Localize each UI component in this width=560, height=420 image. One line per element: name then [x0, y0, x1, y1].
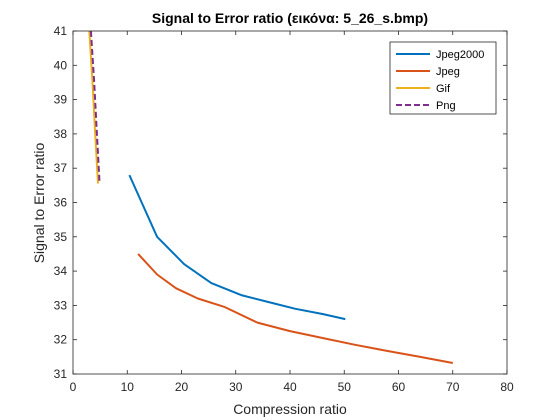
x-tick-label: 80 [500, 380, 514, 394]
legend-label-gif: Gif [436, 83, 451, 95]
y-tick-label: 41 [54, 24, 68, 38]
x-tick-label: 0 [70, 380, 77, 394]
y-tick-label: 32 [54, 333, 68, 347]
x-tick-label: 30 [229, 380, 243, 394]
x-tick-label: 20 [175, 380, 189, 394]
series-layer [88, 30, 453, 364]
y-tick-label: 33 [54, 298, 68, 312]
y-tick-label: 38 [54, 127, 68, 141]
legend-label-jpeg: Jpeg [436, 66, 460, 78]
chart-title: Signal to Error ratio (εικόνα: 5_26_s.bm… [152, 10, 428, 26]
y-tick-label: 35 [54, 230, 68, 244]
x-tick-label: 60 [392, 380, 406, 394]
y-tick-label: 40 [54, 58, 68, 72]
y-axis-title: Signal to Error ratio [31, 142, 47, 263]
legend-box [389, 41, 497, 115]
x-axis-title: Compression ratio [233, 401, 347, 417]
x-tick-label: 50 [338, 380, 352, 394]
legend-label-jpeg2000: Jpeg2000 [436, 49, 484, 61]
legend: Jpeg2000 Jpeg Gif Png [389, 41, 497, 115]
series-line-png [89, 30, 101, 184]
y-tick-label: 39 [54, 93, 68, 107]
x-tick-label: 40 [283, 380, 297, 394]
y-tick-label: 37 [54, 161, 68, 175]
series-line-jpeg [137, 253, 453, 364]
series-line-gif [88, 30, 99, 184]
series-line-jpeg2000 [128, 174, 346, 321]
y-tick-label: 34 [54, 264, 68, 278]
legend-label-png: Png [436, 100, 456, 112]
y-tick-label: 31 [54, 367, 68, 381]
y-tick-label: 36 [54, 196, 68, 210]
axes-layer: 0 10 20 30 40 50 60 70 80 31 32 33 34 35 36 37 38 39 40 41 [54, 24, 514, 394]
x-tick-label: 10 [121, 380, 135, 394]
x-tick-label: 70 [446, 380, 460, 394]
